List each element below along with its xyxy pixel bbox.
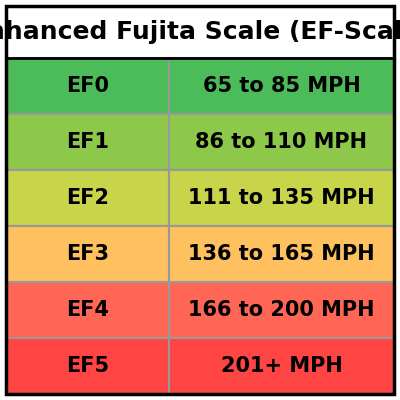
Bar bbox=[169, 338, 394, 394]
Bar bbox=[169, 282, 394, 338]
Bar bbox=[169, 170, 394, 226]
Bar bbox=[6, 338, 169, 394]
Bar bbox=[6, 170, 169, 226]
Bar bbox=[169, 58, 394, 114]
Text: EF5: EF5 bbox=[66, 356, 109, 376]
Text: 111 to 135 MPH: 111 to 135 MPH bbox=[188, 188, 375, 208]
Text: EF3: EF3 bbox=[66, 244, 109, 264]
Text: EF2: EF2 bbox=[66, 188, 109, 208]
Bar bbox=[6, 282, 169, 338]
Bar bbox=[169, 226, 394, 282]
Bar bbox=[169, 114, 394, 170]
Text: EF4: EF4 bbox=[66, 300, 109, 320]
Bar bbox=[6, 6, 394, 58]
Text: EF0: EF0 bbox=[66, 76, 109, 96]
Text: Enhanced Fujita Scale (EF-Scale): Enhanced Fujita Scale (EF-Scale) bbox=[0, 20, 400, 44]
Text: 166 to 200 MPH: 166 to 200 MPH bbox=[188, 300, 375, 320]
Text: 201+ MPH: 201+ MPH bbox=[221, 356, 342, 376]
Bar bbox=[6, 58, 169, 114]
Text: 65 to 85 MPH: 65 to 85 MPH bbox=[203, 76, 360, 96]
Text: EF1: EF1 bbox=[66, 132, 109, 152]
Text: 136 to 165 MPH: 136 to 165 MPH bbox=[188, 244, 375, 264]
Bar bbox=[6, 114, 169, 170]
Bar bbox=[6, 226, 169, 282]
Text: 86 to 110 MPH: 86 to 110 MPH bbox=[196, 132, 368, 152]
